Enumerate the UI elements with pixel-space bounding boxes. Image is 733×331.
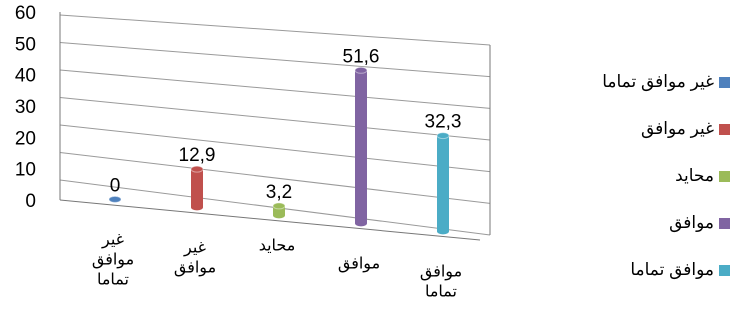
bar (109, 196, 121, 202)
bar-top (437, 133, 449, 139)
bar (437, 133, 449, 235)
gridline (60, 70, 490, 108)
gridline (60, 43, 490, 77)
legend-swatch (719, 171, 730, 182)
bar-top (109, 196, 121, 202)
labels: 0 10 20 30 40 50 60 0 غير موافق تماما 12,9 غير موافق 3… (15, 3, 462, 300)
legend-item: موافق (669, 213, 730, 233)
legend-label: موافق (669, 213, 714, 233)
legend-item: محايد (675, 166, 730, 186)
y-tick-label: 0 (25, 191, 36, 212)
y-tick-label: 30 (15, 97, 36, 118)
data-label: 12,9 (179, 145, 216, 166)
legend-swatch (719, 77, 730, 88)
x-tick-label: غير (101, 231, 124, 249)
legend-swatch (719, 265, 730, 276)
y-tick-label: 40 (15, 66, 36, 87)
bar-top (273, 203, 285, 209)
bar-top (191, 166, 203, 172)
legend-label: غير موافق تماما (602, 72, 714, 92)
legend-label: محايد (675, 166, 714, 186)
x-tick-label: موافق (338, 255, 380, 273)
y-tick-label: 60 (15, 3, 36, 24)
legend-label: موافق تماما (630, 260, 714, 280)
legend-item: موافق تماما (630, 260, 730, 280)
legend-label: غير موافق (641, 119, 714, 139)
legend-item: غير موافق (641, 119, 730, 139)
x-tick-label: محايد (259, 237, 296, 254)
legend-swatch (719, 124, 730, 135)
x-tick-label: تماما (425, 283, 457, 300)
bar-top (355, 67, 367, 73)
legend-item: غير موافق تماما (602, 72, 730, 92)
bar (355, 67, 367, 226)
y-tick-label: 10 (15, 160, 36, 181)
bar (191, 166, 203, 210)
x-tick-label: موافق (174, 259, 216, 277)
x-tick-label: غير (183, 239, 206, 257)
y-tick-label: 50 (15, 34, 36, 55)
x-tick-label: تماما (97, 271, 129, 288)
data-label: 3,2 (266, 182, 292, 203)
data-label: 32,3 (425, 112, 462, 133)
gridline (60, 15, 490, 45)
legend-swatch (719, 218, 730, 229)
data-label: 0 (110, 175, 121, 196)
bar (273, 203, 285, 218)
x-tick-label: موافق (420, 263, 462, 281)
x-tick-label: موافق (92, 251, 134, 269)
data-label: 51,6 (343, 46, 380, 67)
y-tick-label: 20 (15, 128, 36, 149)
